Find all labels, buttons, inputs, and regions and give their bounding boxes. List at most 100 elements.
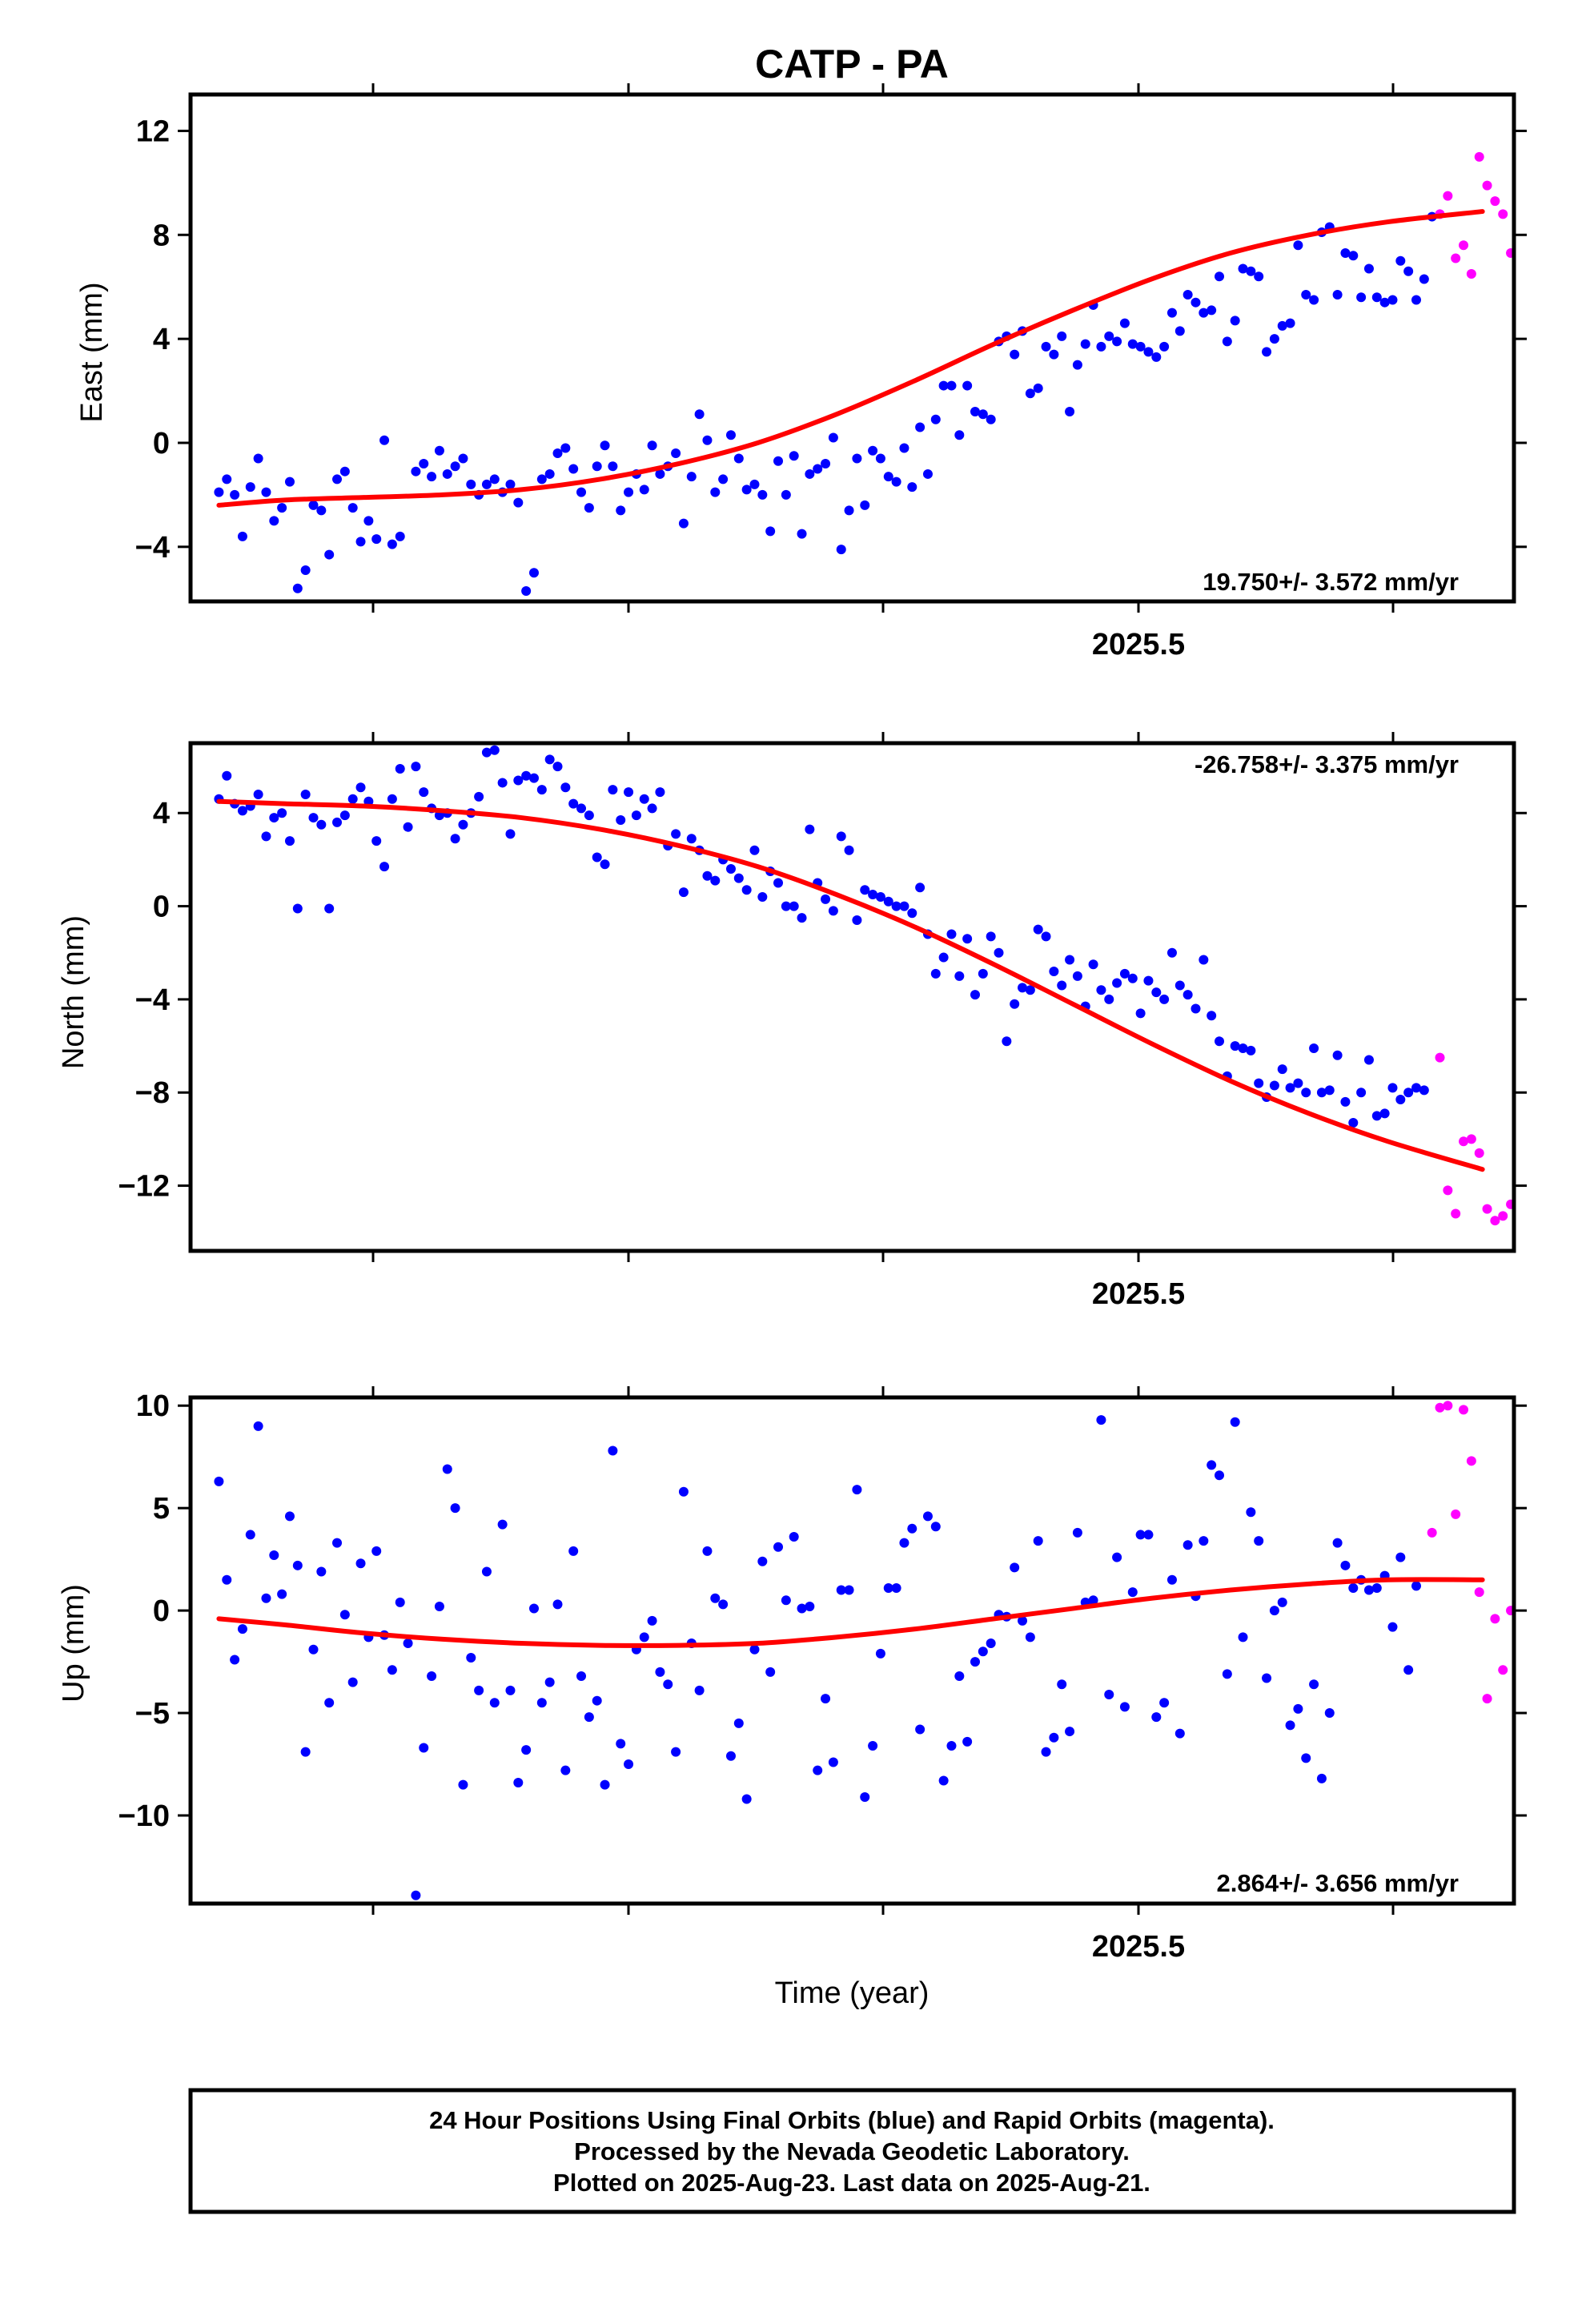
rapid-orbit-point (1537, 100, 1547, 110)
final-orbit-point (284, 836, 295, 846)
final-orbit-point (560, 1765, 571, 1775)
rapid-orbit-point (1435, 1402, 1445, 1413)
final-orbit-point (655, 787, 665, 798)
final-orbit-point (915, 883, 926, 893)
final-orbit-point (1088, 959, 1098, 970)
final-orbit-point (938, 380, 949, 391)
final-orbit-point (978, 1647, 988, 1657)
final-orbit-point (1112, 978, 1122, 988)
final-orbit-point (813, 1765, 823, 1775)
final-orbit-point (505, 829, 516, 839)
final-orbit-point (371, 836, 382, 846)
final-orbit-point (1324, 1708, 1335, 1719)
final-orbit-point (765, 1667, 776, 1677)
final-orbit-point (1387, 1622, 1398, 1632)
final-orbit-point (797, 1603, 807, 1614)
final-orbit-point (332, 1538, 343, 1548)
y-tick-label: 0 (153, 427, 170, 460)
rapid-orbit-point (1482, 180, 1492, 191)
final-orbit-point (1285, 318, 1295, 328)
rapid-orbit-point (1466, 1456, 1476, 1466)
final-orbit-point (624, 1759, 634, 1770)
up-x-tick-label: 2025.5 (1092, 1930, 1185, 1964)
final-orbit-point (324, 1698, 335, 1708)
final-orbit-point (1238, 1043, 1248, 1053)
final-orbit-point (1191, 1003, 1201, 1014)
final-orbit-point (821, 458, 831, 468)
final-orbit-point (954, 971, 965, 981)
plot-frame (188, 1395, 1516, 1906)
final-orbit-point (347, 794, 358, 804)
final-orbit-point (1207, 1011, 1217, 1021)
final-orbit-point (1222, 336, 1232, 347)
final-orbit-point (568, 464, 579, 474)
final-orbit-point (1002, 1036, 1012, 1047)
final-orbit-point (387, 539, 397, 549)
final-orbit-point (616, 1739, 626, 1749)
final-orbit-point (1112, 1552, 1122, 1562)
final-orbit-point (899, 443, 909, 453)
final-orbit-point (513, 775, 524, 786)
final-orbit-point (442, 468, 452, 479)
final-orbit-point (1143, 975, 1154, 986)
final-orbit-point (237, 531, 247, 541)
final-orbit-point (836, 831, 846, 842)
final-orbit-point (686, 472, 697, 482)
final-orbit-point (1207, 305, 1217, 316)
final-orbit-point (1316, 1773, 1327, 1783)
rapid-orbit-point (1435, 1052, 1445, 1063)
rapid-orbit-point (1498, 1665, 1508, 1675)
final-orbit-point (608, 785, 618, 795)
final-orbit-point (1088, 1595, 1098, 1606)
final-orbit-point (1356, 1088, 1367, 1098)
final-orbit-point (277, 1589, 287, 1599)
final-orbit-point (1403, 1665, 1414, 1675)
final-orbit-point (828, 1757, 838, 1767)
final-orbit-point (663, 1679, 673, 1690)
final-orbit-point (253, 453, 263, 464)
final-orbit-point (316, 1566, 327, 1577)
final-orbit-point (1316, 1088, 1327, 1098)
east-axis-label: East (mm) (75, 282, 109, 422)
final-orbit-point (1395, 1552, 1406, 1562)
final-orbit-point (915, 422, 926, 432)
rapid-orbit-point (1451, 253, 1461, 263)
final-orbit-point (1057, 1679, 1067, 1690)
final-orbit-point (922, 1511, 933, 1522)
final-orbit-point (1387, 295, 1398, 305)
final-orbit-point (647, 1615, 657, 1626)
final-orbit-point (1182, 990, 1193, 1000)
final-orbit-point (355, 537, 366, 547)
final-orbit-point (978, 409, 988, 420)
rapid-orbit-point (1459, 1136, 1469, 1147)
final-orbit-point (1363, 263, 1374, 274)
final-orbit-point (536, 474, 547, 485)
final-orbit-point (1387, 1083, 1398, 1093)
final-orbit-point (411, 762, 421, 772)
final-orbit-point (1230, 1041, 1240, 1051)
final-orbit-point (544, 468, 555, 479)
final-orbit-point (230, 489, 240, 500)
y-tick-label: −4 (135, 983, 170, 1017)
final-orbit-point (371, 1546, 382, 1556)
final-orbit-point (970, 990, 980, 1000)
final-orbit-point (655, 468, 665, 479)
final-orbit-point (1403, 1088, 1414, 1098)
final-orbit-point (536, 1698, 547, 1708)
final-orbit-point (600, 1779, 610, 1790)
final-orbit-point (230, 1655, 240, 1665)
final-orbit-point (868, 890, 878, 900)
final-orbit-point (1119, 318, 1130, 328)
final-orbit-point (300, 565, 311, 576)
final-orbit-point (552, 448, 563, 458)
final-orbit-point (419, 787, 429, 798)
rapid-orbit-point (1451, 1208, 1461, 1219)
final-orbit-point (1166, 308, 1177, 318)
final-orbit-point (1246, 1507, 1256, 1518)
north-axis-label: North (mm) (57, 915, 90, 1069)
final-orbit-point (1065, 1727, 1075, 1737)
final-orbit-point (1080, 339, 1090, 349)
final-orbit-point (544, 1677, 555, 1687)
final-orbit-point (489, 745, 500, 755)
